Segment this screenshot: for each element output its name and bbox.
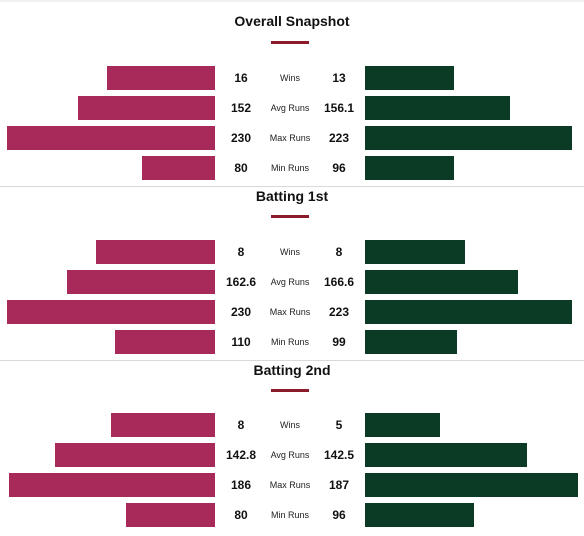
section-title: Overall Snapshot [234,13,350,29]
stat-label: Wins [280,247,300,257]
team1-bar [67,270,215,294]
section-title: Batting 2nd [253,362,331,378]
stat-row-avg-runs: 162.6 Avg Runs 166.6 [0,270,584,294]
stat-label: Max Runs [269,133,311,143]
team2-value: 142.5 [323,448,355,462]
team1-bar [142,156,215,180]
team1-bar [126,503,215,527]
title-underline [271,41,309,44]
team2-bar [365,503,474,527]
team1-value: 8 [237,418,245,432]
stat-label: Max Runs [269,480,311,490]
team1-value: 186 [230,478,252,492]
team2-value: 5 [335,418,343,432]
team2-bar [365,473,578,497]
team1-bar [96,240,215,264]
team2-value: 96 [332,161,346,175]
team2-bar [365,300,572,324]
team1-bar [7,300,215,324]
stat-row-min-runs: 110 Min Runs 99 [0,330,584,354]
team2-value: 96 [332,508,346,522]
stat-label: Avg Runs [270,103,310,113]
team1-value: 230 [230,305,252,319]
team2-value: 223 [328,305,350,319]
team2-bar [365,330,457,354]
team2-bar [365,156,454,180]
team1-bar [115,330,215,354]
team2-bar [365,240,465,264]
team1-value: 162.6 [225,275,257,289]
stat-label: Max Runs [269,307,311,317]
section-title: Batting 1st [255,188,329,204]
team2-bar [365,270,518,294]
title-underline [271,215,309,218]
stat-label: Avg Runs [270,450,310,460]
team1-bar [107,66,215,90]
stat-row-wins: 16 Wins 13 [0,66,584,90]
section-batting-2nd: Batting 2nd 8 Wins 5 142.8 Avg Runs 142.… [0,360,584,536]
team1-bar [111,413,215,437]
team2-value: 99 [332,335,346,349]
title-underline [271,389,309,392]
team1-bar [7,126,215,150]
team1-value: 8 [237,245,245,259]
team2-bar [365,96,510,120]
stat-row-wins: 8 Wins 5 [0,413,584,437]
team2-bar [365,443,527,467]
team2-value: 8 [335,245,343,259]
stat-label: Min Runs [270,163,309,173]
team1-bar [55,443,215,467]
section-overall-snapshot: Overall Snapshot 16 Wins 13 152 Avg Runs… [0,0,584,186]
team2-value: 166.6 [323,275,355,289]
stat-row-wins: 8 Wins 8 [0,240,584,264]
stat-row-avg-runs: 142.8 Avg Runs 142.5 [0,443,584,467]
team2-value: 223 [328,131,350,145]
team1-value: 142.8 [225,448,257,462]
stat-row-avg-runs: 152 Avg Runs 156.1 [0,96,584,120]
team1-value: 152 [230,101,252,115]
stat-label: Avg Runs [270,277,310,287]
team2-value: 156.1 [323,101,355,115]
team1-bar [9,473,215,497]
stat-row-max-runs: 186 Max Runs 187 [0,473,584,497]
team2-value: 187 [328,478,350,492]
team1-value: 230 [230,131,252,145]
stat-label: Min Runs [270,337,309,347]
team1-value: 80 [234,161,248,175]
team1-value: 16 [234,71,248,85]
stat-row-max-runs: 230 Max Runs 223 [0,300,584,324]
stat-row-max-runs: 230 Max Runs 223 [0,126,584,150]
stat-label: Wins [280,73,300,83]
team1-value: 80 [234,508,248,522]
stat-row-min-runs: 80 Min Runs 96 [0,503,584,527]
team1-bar [78,96,215,120]
top-divider [0,0,584,2]
stat-label: Min Runs [270,510,309,520]
team2-bar [365,126,572,150]
stat-label: Wins [280,420,300,430]
team2-bar [365,413,440,437]
stat-row-min-runs: 80 Min Runs 96 [0,156,584,180]
section-batting-1st: Batting 1st 8 Wins 8 162.6 Avg Runs 166.… [0,186,584,360]
team2-bar [365,66,454,90]
team2-value: 13 [332,71,346,85]
team1-value: 110 [231,335,251,349]
